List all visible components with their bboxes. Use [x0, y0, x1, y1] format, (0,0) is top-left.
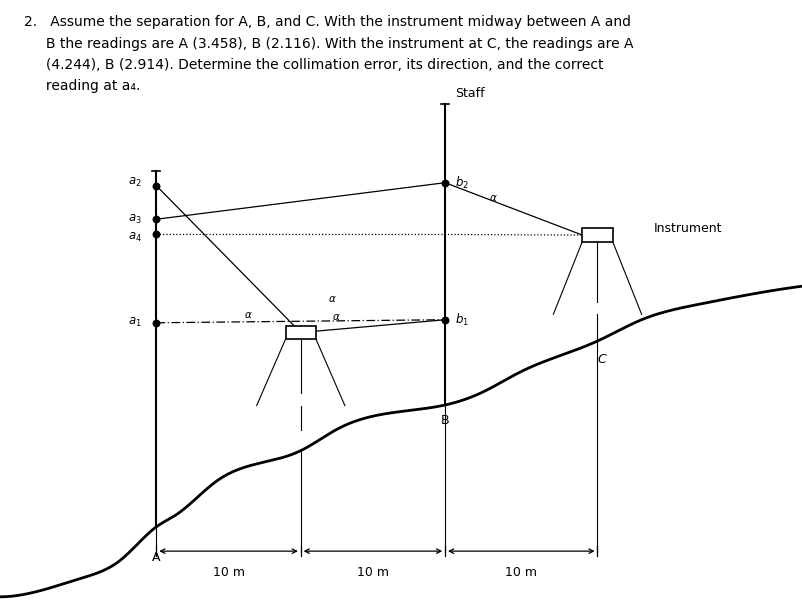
Point	[150, 181, 163, 191]
Text: B: B	[441, 414, 449, 427]
Point	[150, 230, 163, 239]
Point	[150, 318, 163, 328]
Text: $a_2$: $a_2$	[128, 176, 142, 189]
Text: 10 m: 10 m	[213, 566, 245, 579]
Bar	[286, 326, 316, 339]
Text: Staff: Staff	[455, 88, 484, 100]
Point	[439, 178, 452, 188]
Text: $b_1$: $b_1$	[455, 312, 468, 328]
Text: $\alpha$: $\alpha$	[329, 294, 337, 304]
Text: Instrument: Instrument	[654, 222, 722, 236]
Text: $a_4$: $a_4$	[128, 231, 142, 244]
Bar	[582, 228, 613, 242]
Text: (4.244), B (2.914). Determine the collimation error, its direction, and the corr: (4.244), B (2.914). Determine the collim…	[24, 58, 604, 72]
Text: C: C	[597, 353, 606, 366]
Text: 10 m: 10 m	[505, 566, 537, 579]
Text: $a_1$: $a_1$	[128, 316, 142, 329]
Text: $b_2$: $b_2$	[455, 175, 468, 191]
Text: 2.   Assume the separation for A, B, and C. With the instrument midway between A: 2. Assume the separation for A, B, and C…	[24, 15, 631, 29]
Point	[439, 315, 452, 325]
Text: $\alpha$: $\alpha$	[245, 311, 253, 320]
Text: A: A	[152, 551, 160, 564]
Text: $a_3$: $a_3$	[128, 213, 142, 226]
Text: $\alpha$: $\alpha$	[333, 312, 341, 322]
Text: 10 m: 10 m	[357, 566, 389, 579]
Text: reading at a₄.: reading at a₄.	[24, 79, 140, 93]
Text: B the readings are A (3.458), B (2.116). With the instrument at C, the readings : B the readings are A (3.458), B (2.116).…	[24, 37, 634, 51]
Text: $\alpha$: $\alpha$	[489, 193, 497, 203]
Point	[150, 214, 163, 224]
